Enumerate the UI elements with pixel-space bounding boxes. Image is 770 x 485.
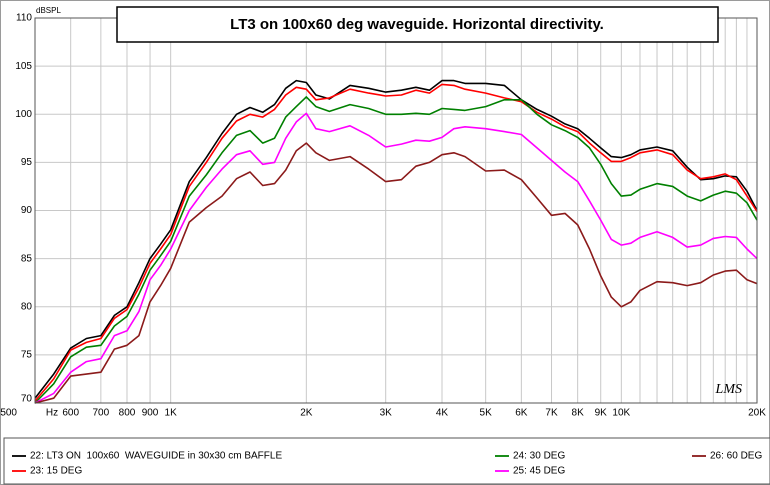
y-tick-label: 75 [21,350,33,361]
x-tick-label: 500 [0,408,17,419]
x-tick-label: 4K [436,408,449,419]
x-tick-label: 8K [572,408,585,419]
series-line [34,142,758,404]
y-tick-label: 105 [15,61,32,72]
x-tick-label: 800 [119,408,136,419]
legend-label: 26: 60 DEG [710,451,762,462]
y-tick-label: 80 [21,301,33,312]
title-box [116,6,719,43]
series-line [34,112,758,404]
x-tick-label: 9K [595,408,608,419]
x-tick-label: 900 [142,408,159,419]
series-line [34,96,758,404]
y-tick-label: 85 [21,253,33,264]
x-tick-label: 10K [612,408,630,419]
logo: LMS [715,382,742,397]
x-tick-label: 20K [748,408,766,419]
y-tick-label: 110 [16,13,32,24]
x-tick-label: 1K [165,408,178,419]
legend-label: 25: 45 DEG [513,466,565,477]
x-tick-label: 2K [300,408,313,419]
legend-label: 23: 15 DEG [30,466,82,477]
x-tick-label: 3K [380,408,393,419]
x-tick-label: 600 [62,408,79,419]
y-unit: dBSPL [36,6,61,15]
x-tick-label: 5K [480,408,493,419]
series-line [34,83,758,402]
y-tick-label: 70 [21,394,33,405]
x-tick-label: 700 [93,408,110,419]
x-tick-label: 6K [515,408,528,419]
legend-label: 24: 30 DEG [513,451,565,462]
y-tick-label: 95 [21,157,33,168]
series-line [34,79,758,399]
legend-label: 22: LT3 ON 100x60 WAVEGUIDE in 30x30 cm … [30,451,282,462]
legend-box [3,437,770,485]
y-tick-label: 90 [21,205,33,216]
y-tick-label: 100 [15,109,32,120]
x-tick-label: 7K [545,408,558,419]
chart-title: LT3 on 100x60 deg waveguide. Horizontal … [230,16,604,33]
x-unit: Hz [46,408,58,419]
